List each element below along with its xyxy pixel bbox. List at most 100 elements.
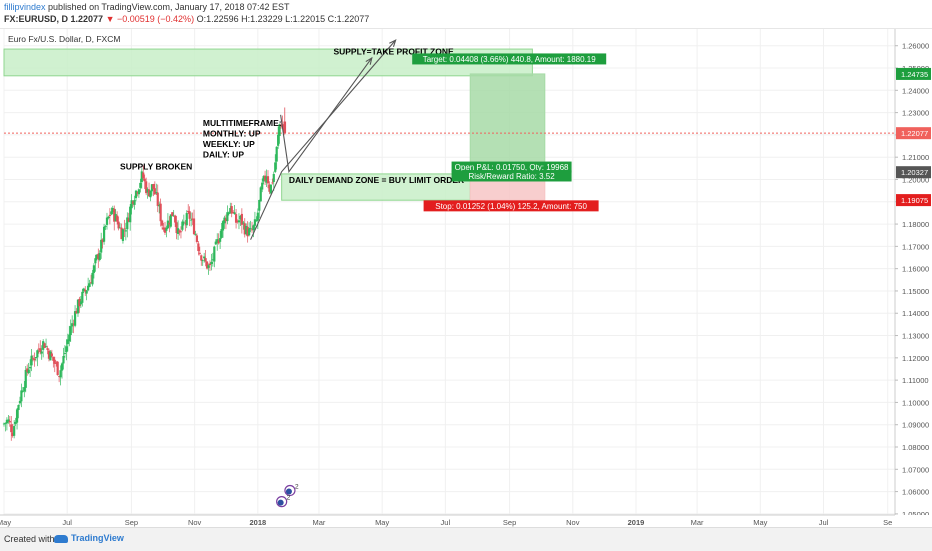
candle-body: [104, 225, 107, 227]
candle-body: [11, 432, 14, 437]
candle-body: [75, 310, 78, 314]
candle-body: [8, 421, 11, 423]
candle-body: [158, 204, 161, 207]
candle-body: [169, 214, 172, 227]
candle-body: [121, 229, 125, 241]
ohlc-values: O:1.22596 H:1.23229 L:1.22015 C:1.22077: [196, 14, 370, 24]
candle-body: [134, 190, 138, 199]
candle-body: [30, 355, 33, 366]
candle-body: [175, 222, 178, 234]
candle-body: [100, 239, 103, 253]
candle-body: [65, 346, 68, 353]
candle-body: [278, 124, 281, 136]
candle-body: [207, 265, 210, 268]
candle-body: [234, 214, 238, 223]
candle-body: [137, 189, 140, 195]
candle-body: [84, 289, 87, 292]
brand-label: TradingView: [71, 533, 124, 543]
candle-body: [124, 230, 127, 232]
candle-body: [261, 182, 264, 190]
candle-body: [89, 282, 93, 284]
candle-body: [18, 400, 22, 404]
candle-body: [214, 241, 217, 245]
price-tick-label: 1.26000: [902, 42, 929, 51]
candle-body: [49, 351, 52, 361]
candle-body: [219, 238, 222, 242]
candle-body: [161, 220, 164, 226]
candle-body: [246, 226, 249, 237]
candle-body: [204, 258, 207, 262]
price-change: ▼ −0.00519 (−0.42%): [105, 14, 195, 24]
candle-body: [44, 346, 48, 347]
price-tick-label: 1.11000: [902, 376, 929, 385]
publish-line: fillipvindex published on TradingView.co…: [4, 2, 290, 12]
candle-body: [110, 211, 113, 215]
candle-body: [98, 253, 101, 261]
candle-body: [171, 212, 174, 217]
trade-tooltip-text: Open P&L: 0.01750, Qty: 19968: [455, 163, 569, 172]
candle-body: [188, 211, 191, 219]
candle-body: [53, 359, 56, 364]
candle-body: [120, 227, 123, 240]
event-marker-count: 2: [287, 495, 291, 502]
candle-body: [46, 348, 49, 350]
candle-body: [147, 189, 151, 197]
candle-body: [129, 206, 132, 223]
candle-body: [185, 213, 188, 226]
candle-body: [102, 226, 106, 242]
symbol-label: FX:EURUSD, D: [4, 14, 69, 24]
candle-body: [2, 423, 6, 425]
candle-body: [208, 263, 212, 266]
time-tick-label: Jul: [819, 518, 829, 527]
candle-body: [133, 200, 136, 205]
candle-body: [256, 212, 259, 221]
candle-body: [40, 351, 43, 354]
candle-body: [81, 291, 84, 303]
price-chart[interactable]: SUPPLY=TAKE PROFIT ZONE MULTITIMEFRAME:MO…: [0, 29, 932, 528]
candle-body: [111, 207, 114, 213]
candle-body: [52, 356, 55, 361]
candle-body: [190, 219, 193, 221]
candle-body: [118, 227, 122, 229]
candle-body: [153, 188, 156, 195]
price-tick-label: 1.23000: [902, 109, 929, 118]
projection-arrow: [250, 39, 397, 240]
candle-body: [145, 181, 148, 194]
candle-body: [4, 422, 7, 424]
candle-body: [94, 258, 97, 264]
candle-body: [34, 357, 38, 359]
candle-body: [198, 252, 201, 254]
candle-body: [182, 221, 185, 223]
trade-tooltip-bg: [451, 170, 572, 182]
candle-body: [239, 215, 242, 220]
trade-tooltip-bg: [451, 161, 572, 173]
candle-body: [114, 213, 117, 222]
annotation-label: SUPPLY BROKEN: [120, 161, 192, 171]
candle-body: [165, 227, 168, 231]
candle-body: [140, 171, 143, 183]
candle-body: [194, 234, 197, 236]
candle-body: [107, 216, 110, 219]
chart-header: fillipvindex published on TradingView.co…: [0, 0, 932, 28]
price-label-text: 1.19075: [901, 196, 928, 205]
candle-body: [176, 228, 180, 234]
candle-body: [131, 201, 135, 204]
candle-body: [23, 387, 26, 392]
arrow-head-icon: [365, 56, 373, 65]
candle-body: [117, 221, 120, 229]
candle-body: [123, 228, 126, 230]
candle-body: [259, 187, 262, 202]
price-tick-label: 1.09000: [902, 421, 929, 430]
price-label-text: 1.22077: [901, 129, 928, 138]
event-marker-dot: [285, 488, 292, 495]
tradingview-logo[interactable]: TradingView: [54, 533, 124, 543]
candle-body: [91, 272, 94, 285]
price-label-bg: [896, 67, 931, 80]
time-tick-label: Nov: [188, 518, 202, 527]
chart-area[interactable]: SUPPLY=TAKE PROFIT ZONE MULTITIMEFRAME: MO…: [0, 28, 932, 528]
created-with-label: Created with: [4, 534, 55, 544]
price-label-bg: [896, 166, 931, 179]
author-link[interactable]: fillipvindex: [4, 2, 46, 12]
candle-body: [66, 339, 69, 345]
candle-body: [63, 353, 67, 354]
